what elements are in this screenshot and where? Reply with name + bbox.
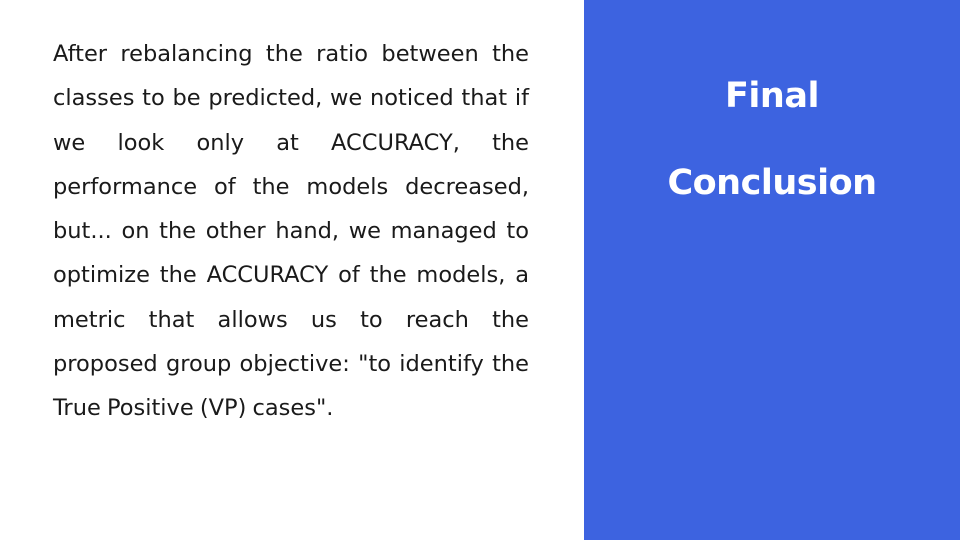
slide-title-line-1: Final — [725, 76, 819, 116]
slide-title: Final Conclusion — [584, 75, 960, 205]
title-panel: Final Conclusion — [584, 0, 960, 540]
body-paragraph: After rebalancing the ratio between the … — [53, 41, 529, 422]
slide-title-line-2: Conclusion — [667, 163, 877, 203]
